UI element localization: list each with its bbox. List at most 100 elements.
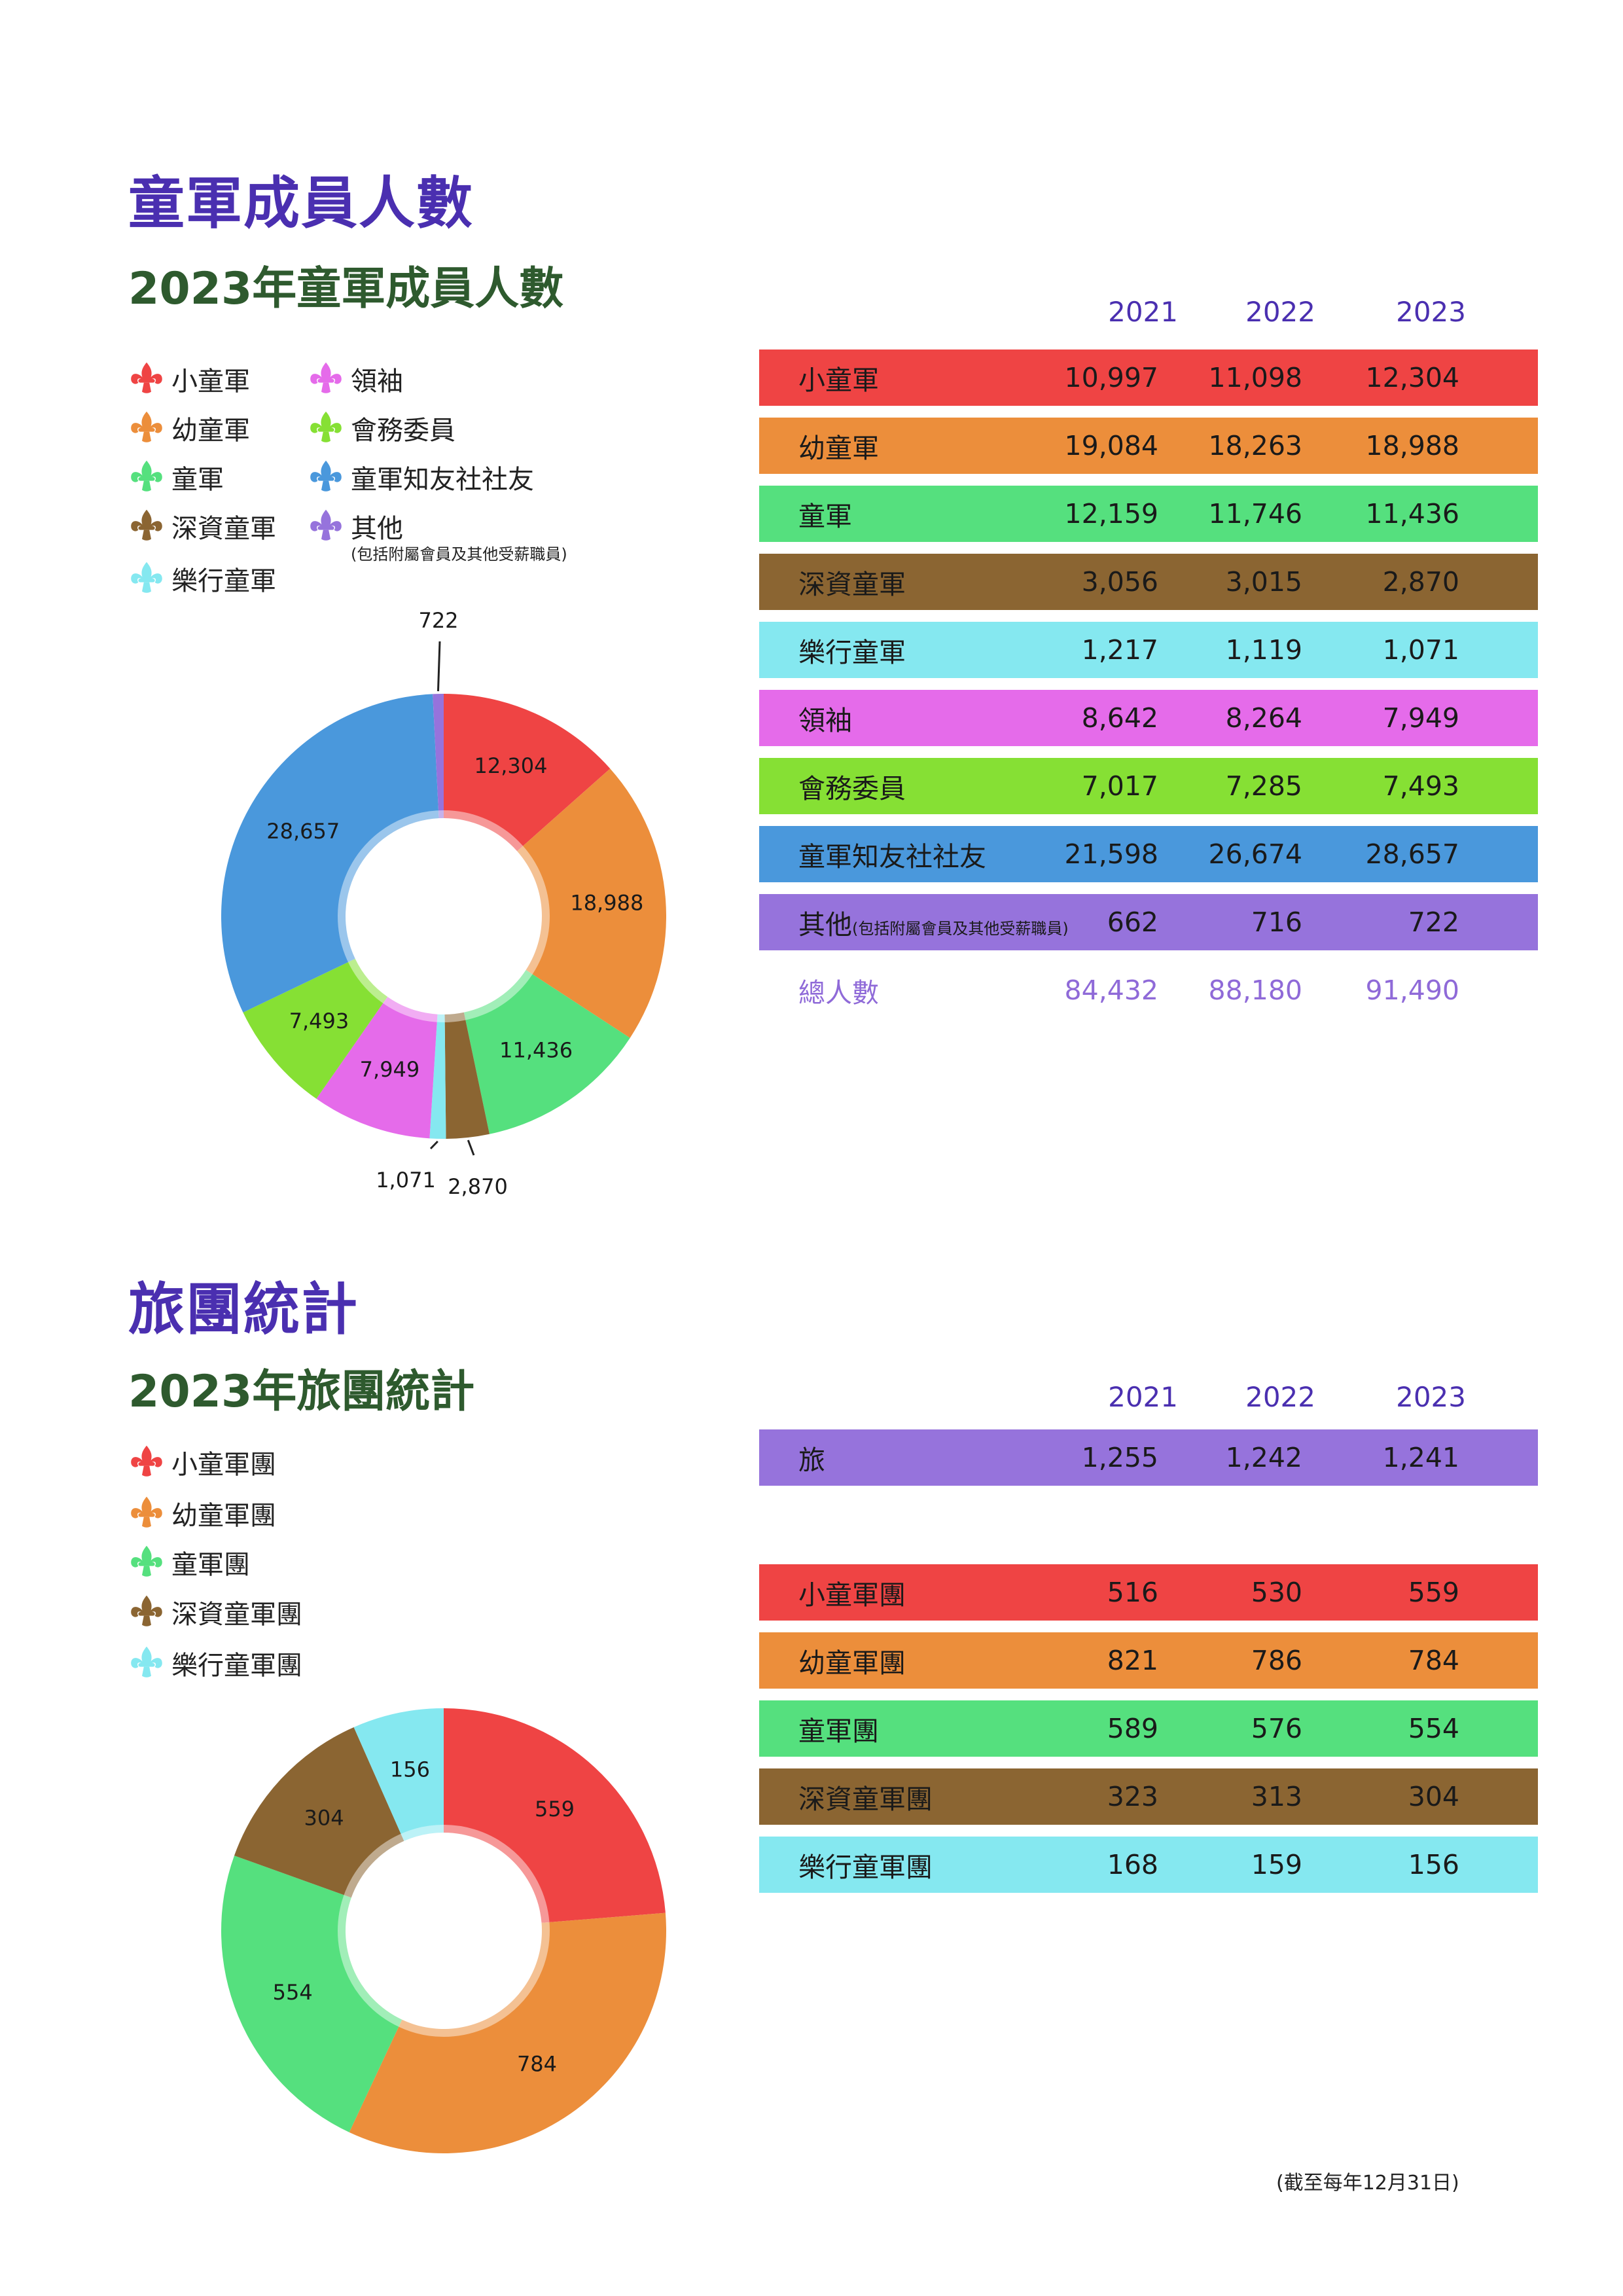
fleur-de-lis-icon xyxy=(128,1544,171,1581)
row-label-text: 童軍知友社社友 xyxy=(798,841,986,872)
row-value: 716 xyxy=(1251,906,1302,938)
row-value: 84,432 xyxy=(1064,975,1158,1006)
row-value: 516 xyxy=(1107,1577,1158,1608)
donut-slice xyxy=(517,768,666,1038)
label-leader-line xyxy=(429,1140,438,1150)
row-value: 159 xyxy=(1251,1849,1302,1880)
donut-slice xyxy=(353,1708,444,1841)
row-value: 11,746 xyxy=(1208,498,1302,529)
data-label: 7,493 xyxy=(289,1009,349,1033)
legend-label: 樂行童軍 xyxy=(171,566,276,596)
data-label: 7,949 xyxy=(360,1057,420,1082)
table-row: 領袖 8,642 8,264 7,949 xyxy=(759,690,1538,746)
legend-item: 幼童軍 xyxy=(128,409,250,447)
donut-slice xyxy=(349,1912,666,2153)
donut-slice xyxy=(429,1014,446,1139)
row-label-text: 總人數 xyxy=(798,977,879,1009)
table-row: 小童軍團 516 530 559 xyxy=(759,1564,1538,1621)
legend-label: 幼童軍團 xyxy=(171,1501,276,1531)
legend-label: 深資童軍 xyxy=(171,514,276,544)
section1-subtitle: 2023年童軍成員人數 xyxy=(128,263,564,315)
row-value: 156 xyxy=(1408,1849,1459,1880)
legend-item: 領袖 xyxy=(308,360,403,398)
legend-item: 深資童軍 xyxy=(128,507,276,545)
row-label: 領袖 xyxy=(798,698,852,738)
row-label-text: 領袖 xyxy=(798,705,852,736)
row-label-text: 深資童軍團 xyxy=(798,1784,933,1815)
donut-slice xyxy=(234,1727,404,1898)
row-value: 7,017 xyxy=(1081,770,1158,802)
table-row: 總人數 84,432 88,180 91,490 xyxy=(759,962,1538,1018)
row-value: 19,084 xyxy=(1064,430,1158,461)
donut-hole xyxy=(353,826,534,1007)
row-label-text: 樂行童軍團 xyxy=(798,1852,933,1883)
data-label: 12,304 xyxy=(474,753,548,778)
row-label-text: 小童軍 xyxy=(798,365,879,396)
legend-label: 深資童軍團 xyxy=(171,1600,302,1630)
row-label-text: 會務委員 xyxy=(798,773,906,804)
row-label: 樂行童軍團 xyxy=(798,1845,933,1884)
row-value: 21,598 xyxy=(1064,838,1158,870)
row-value: 11,436 xyxy=(1365,498,1459,529)
row-label: 旅 xyxy=(798,1438,825,1477)
row-label-text: 童軍 xyxy=(798,501,852,532)
row-value: 12,159 xyxy=(1064,498,1158,529)
fleur-de-lis-icon xyxy=(128,508,171,545)
table-row: 童軍團 589 576 554 xyxy=(759,1700,1538,1757)
fleur-de-lis-icon xyxy=(308,459,351,495)
row-label-text: 其他 xyxy=(798,909,852,941)
table-row: 旅 1,255 1,242 1,241 xyxy=(759,1429,1538,1486)
data-label: 11,436 xyxy=(499,1037,573,1062)
donut-slice xyxy=(221,1856,402,2132)
legend-label: 小童軍團 xyxy=(171,1450,276,1480)
year-header-2021: 2021 xyxy=(1108,296,1178,328)
legend-label: 童軍團 xyxy=(171,1550,250,1580)
table-row: 深資童軍 3,056 3,015 2,870 xyxy=(759,554,1538,610)
donut-inner-ring xyxy=(338,1825,550,2037)
label-leader-line xyxy=(437,641,441,692)
table-row: 樂行童軍 1,217 1,119 1,071 xyxy=(759,622,1538,678)
fleur-de-lis-icon xyxy=(128,1495,171,1532)
row-value: 18,988 xyxy=(1365,430,1459,461)
table-row: 童軍知友社社友 21,598 26,674 28,657 xyxy=(759,826,1538,882)
legend-item: 其他 xyxy=(308,507,403,545)
legend-label: 會務委員 xyxy=(351,416,455,446)
legend-label: 童軍知友社社友 xyxy=(351,465,534,495)
table-row: 會務委員 7,017 7,285 7,493 xyxy=(759,758,1538,814)
legend-label: 其他 xyxy=(351,514,403,544)
legend-label: 幼童軍 xyxy=(171,416,250,446)
row-label: 童軍知友社社友 xyxy=(798,834,986,874)
row-label: 深資童軍團 xyxy=(798,1777,933,1816)
legend-item: 會務委員 xyxy=(308,409,455,447)
donut-hole xyxy=(353,1840,534,2021)
table-row: 童軍 12,159 11,746 11,436 xyxy=(759,486,1538,542)
year-header-2023: 2023 xyxy=(1396,296,1466,328)
row-value: 7,493 xyxy=(1382,770,1459,802)
donut-slice xyxy=(243,958,388,1099)
data-label: 18,988 xyxy=(570,891,643,916)
donut-slice xyxy=(316,997,438,1139)
row-value: 3,015 xyxy=(1225,566,1302,598)
data-label: 28,657 xyxy=(266,819,340,844)
row-label: 幼童軍 xyxy=(798,426,879,465)
fleur-de-lis-icon xyxy=(128,361,171,397)
row-value: 28,657 xyxy=(1365,838,1459,870)
row-value: 304 xyxy=(1408,1781,1459,1812)
legend-item: 小童軍 xyxy=(128,360,250,398)
members-donut-chart: 12,304 18,988 11,436 2,870 1,071 7,949 7,493 28… xyxy=(221,608,666,1199)
year-header-2022: 2022 xyxy=(1245,296,1315,328)
row-value: 10,997 xyxy=(1064,362,1158,393)
table-row: 深資童軍團 323 313 304 xyxy=(759,1768,1538,1825)
row-value: 12,304 xyxy=(1365,362,1459,393)
data-label: 156 xyxy=(390,1757,430,1782)
donut-slice xyxy=(433,694,444,819)
row-value: 1,241 xyxy=(1382,1442,1459,1473)
donut-slice xyxy=(463,969,630,1134)
row-value: 722 xyxy=(1408,906,1459,938)
data-label: 304 xyxy=(304,1806,344,1831)
table-row: 樂行童軍團 168 159 156 xyxy=(759,1837,1538,1893)
row-value: 2,870 xyxy=(1382,566,1459,598)
fleur-de-lis-icon xyxy=(128,410,171,446)
row-value: 313 xyxy=(1251,1781,1302,1812)
row-value: 1,217 xyxy=(1081,634,1158,666)
